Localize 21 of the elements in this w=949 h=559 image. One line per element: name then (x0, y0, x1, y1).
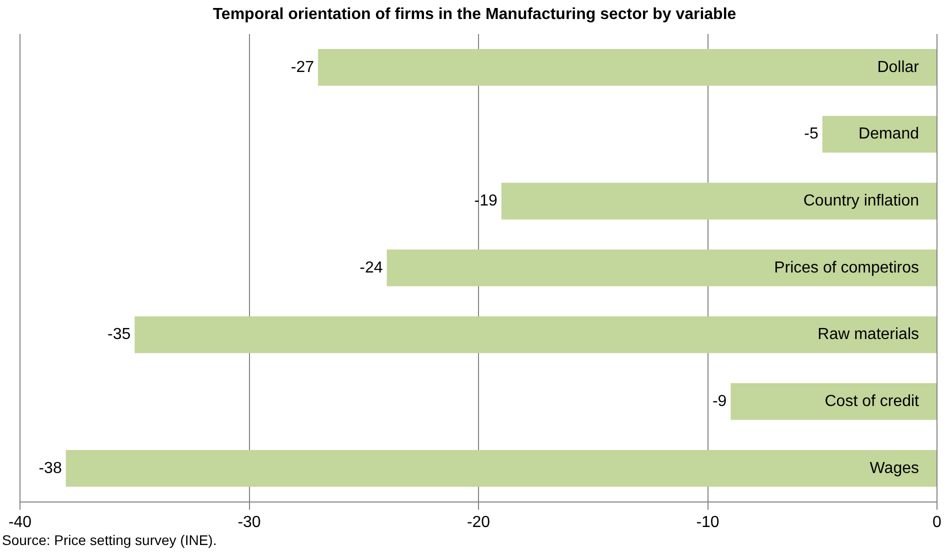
y-tick-label: Country inflation (803, 192, 919, 210)
x-tick-label: -40 (8, 514, 32, 531)
chart-title: Temporal orientation of firms in the Manufacturing sector by variable (212, 6, 738, 24)
y-tick-label: Demand (858, 126, 919, 143)
y-tick-label: Prices of competiros (774, 259, 919, 276)
x-tick-label: -10 (696, 514, 720, 531)
source-note: Source: Price setting survey (INE). (2, 532, 217, 548)
data-label: -19 (474, 192, 498, 210)
y-tick-label: Raw materials (818, 326, 919, 344)
data-label: -38 (38, 460, 62, 477)
data-label: -5 (804, 126, 818, 143)
data-label: -35 (108, 326, 131, 344)
x-tick-label: -30 (238, 514, 261, 531)
data-label: -24 (360, 259, 383, 276)
data-label: -27 (290, 58, 314, 76)
y-tick-label: Dollar (877, 58, 920, 76)
y-tick-label: Cost of credit (824, 392, 920, 410)
x-tick-label: 0 (932, 514, 942, 531)
y-tick-label: Wages (870, 460, 919, 477)
data-label: -9 (712, 392, 727, 410)
x-tick-label: -20 (466, 514, 490, 531)
